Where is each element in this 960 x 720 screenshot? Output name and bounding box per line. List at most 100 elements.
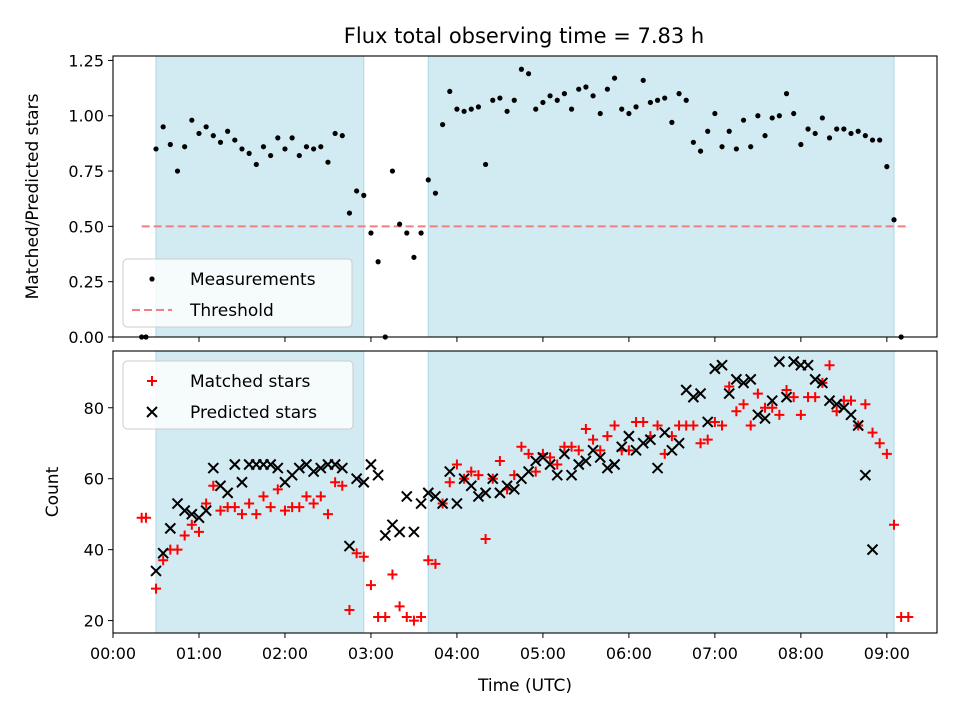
measurement-point (411, 254, 417, 260)
measurement-point (332, 130, 338, 137)
matched-point (358, 551, 369, 562)
measurement-point (654, 97, 661, 103)
measurement-point (518, 66, 525, 72)
matched-point (702, 434, 713, 445)
measurement-point (432, 190, 439, 196)
matched-point (179, 530, 190, 541)
measurement-point (282, 146, 288, 152)
measurement-point (490, 97, 496, 103)
measurement-point (812, 130, 818, 137)
matched-point (272, 484, 283, 495)
predicted-point (307, 465, 320, 478)
measurement-point (611, 75, 618, 81)
measurement-point (755, 113, 761, 119)
matched-point (365, 580, 376, 591)
ratio-panel: 0.00 0.25 0.50 0.75 1.00 1.25 Matched/Predicte… (23, 51, 938, 347)
measurement-point (440, 121, 446, 128)
matched-point (781, 385, 792, 396)
axes-frame (112, 55, 938, 338)
measurement-point (590, 93, 596, 99)
matched-point (545, 452, 556, 463)
y-tick-label: 60 (84, 470, 104, 489)
matched-point (193, 526, 204, 537)
measurement-point (468, 106, 474, 112)
matched-point (330, 477, 341, 488)
matched-point (279, 505, 290, 516)
predicted-point (723, 387, 735, 400)
measurement-point (225, 128, 231, 134)
matched-point (795, 409, 806, 420)
predicted-point (315, 462, 327, 474)
measurement-point (855, 128, 861, 134)
matched-point (451, 459, 462, 470)
measurement-point (669, 119, 675, 125)
matched-point (322, 509, 333, 520)
predicted-point (709, 363, 721, 375)
measurement-point (583, 84, 589, 90)
predicted-point (644, 433, 657, 446)
legend-label: Threshold (189, 301, 274, 321)
measurement-point (568, 106, 575, 112)
predicted-point (809, 373, 821, 386)
matched-point (380, 612, 391, 623)
matched-point (251, 509, 262, 520)
predicted-point (623, 430, 635, 442)
predicted-point (415, 497, 427, 510)
measurement-point (769, 115, 775, 121)
y-tick-label: 1.25 (68, 51, 104, 70)
matched-point (140, 512, 151, 523)
predicted-point (236, 476, 248, 488)
predicted-point (350, 472, 363, 485)
measurement-point (748, 144, 754, 150)
y-tick-label: 40 (84, 541, 104, 560)
matched-point (315, 491, 326, 502)
measurement-point (311, 146, 317, 152)
predicted-point (702, 416, 714, 428)
predicted-point (221, 487, 234, 499)
measurement-point (662, 95, 668, 101)
measurement-point (210, 133, 216, 139)
matched-point (824, 360, 835, 371)
x-tick-label: 06:00 (606, 644, 652, 663)
measurement-point (561, 91, 568, 97)
measurement-point (705, 128, 711, 134)
measurement-point (834, 126, 840, 132)
measurement-point (339, 133, 345, 139)
legend-label: Matched stars (190, 372, 310, 392)
predicted-point (544, 458, 556, 471)
measurement-point (619, 106, 625, 112)
predicted-point (823, 394, 836, 407)
measurement-point (862, 133, 868, 139)
y-axis-label: Count (43, 466, 63, 517)
measurement-point (533, 106, 539, 112)
matched-point (394, 601, 405, 612)
matched-point (724, 381, 735, 392)
axes-frame (112, 350, 938, 634)
predicted-point (616, 441, 628, 453)
legend-label: Measurements (190, 270, 316, 290)
matched-point (236, 509, 247, 520)
measurement-point (633, 104, 639, 110)
measurement-point (475, 104, 482, 110)
measurement-point (418, 230, 424, 236)
measurement-point (346, 210, 353, 216)
measurement-point (174, 168, 181, 174)
measurement-point (354, 188, 360, 194)
matched-point (752, 388, 763, 399)
predicted-point (157, 547, 169, 559)
matched-point (423, 555, 434, 566)
matched-point (788, 392, 799, 403)
measurement-point (805, 126, 811, 132)
predicted-point (186, 508, 198, 520)
predicted-point (608, 458, 621, 471)
matched-point (745, 420, 756, 431)
y-tick-label: 20 (84, 612, 104, 631)
matched-point (201, 498, 212, 509)
predicted-point (379, 529, 391, 542)
measurement-point (454, 106, 460, 112)
measurement-point (791, 110, 797, 117)
measurement-point (798, 141, 804, 148)
predicted-point (730, 373, 743, 386)
matched-point (401, 612, 412, 623)
measurement-point (776, 113, 782, 119)
